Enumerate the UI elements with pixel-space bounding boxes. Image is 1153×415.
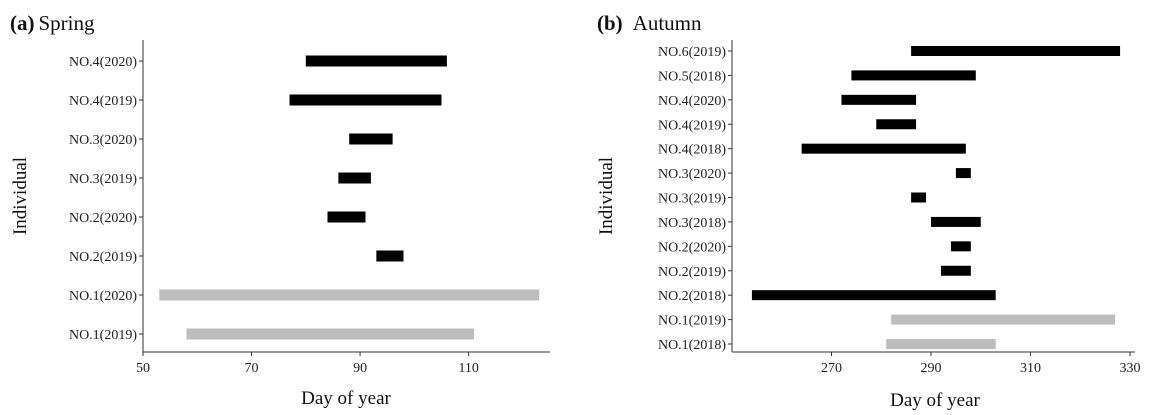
panel-a-y-tick-label: NO.2(2020): [69, 211, 137, 226]
panel-b-y-tick-label: NO.4(2019): [658, 118, 726, 133]
panel-a-range-bar: [186, 328, 475, 340]
panel-a-y-tick-label: NO.3(2019): [69, 172, 137, 187]
panel-b-range-bar: [801, 143, 966, 154]
panel-b-range-bar: [955, 168, 971, 179]
panel-a-y-tick-label: NO.1(2020): [69, 289, 137, 304]
panel-b-y-tick-label: NO.5(2018): [658, 69, 726, 84]
panel-a-y-tick-label: NO.4(2019): [69, 94, 137, 109]
panel-b-range-bar: [891, 314, 1116, 325]
panel-b-y-tick-label: NO.3(2018): [658, 216, 726, 231]
panel-b-y-tick-label: NO.4(2020): [658, 94, 726, 109]
panel-a-range-bar: [327, 211, 366, 223]
panel-a-range-bar: [159, 289, 540, 301]
panel-a-marks: NO.4(2020) NO.4(2019) NO.3(2020) NO.3(2019)…: [69, 55, 540, 376]
panel-a-x-tick-label: 50: [136, 361, 150, 376]
panel-a-range-bar: [289, 94, 442, 106]
panel-b-y-tick-label: NO.3(2020): [658, 167, 726, 182]
panel-b-range-bar: [886, 339, 996, 349]
panel-a-y-tick-label: NO.3(2020): [69, 133, 137, 148]
panel-b-range-bar: [851, 70, 976, 81]
panel-b-x-tick-label: 310: [1020, 361, 1041, 376]
panel-b-y-tick-label: NO.3(2019): [658, 192, 726, 207]
panel-a-label: (a): [10, 11, 35, 35]
panel-a-x-tick-label: 110: [458, 361, 478, 376]
panel-b-title: Autumn: [633, 11, 702, 35]
panel-a-y-tick-label: NO.4(2020): [69, 55, 137, 70]
panel-b-y-tick-label: NO.2(2018): [658, 289, 726, 304]
panel-a-range-bar: [349, 133, 393, 145]
panel-a-x-tick-label: 70: [245, 361, 259, 376]
panel-b-y-title: Individual: [596, 157, 617, 235]
panel-a-y-title: Individual: [10, 157, 31, 235]
panel-b-x-title: Day of year: [890, 390, 980, 411]
panel-a-range-bar: [305, 55, 447, 67]
panel-b-y-tick-label: NO.1(2018): [658, 338, 726, 353]
panel-b-title-text: (b) Autumn: [597, 11, 702, 35]
panel-b-x-tick-label: 290: [921, 361, 942, 376]
panel-a-y-tick-label: NO.2(2019): [69, 250, 137, 265]
panel-b-range-bar: [911, 192, 927, 203]
panel-a-title: Spring: [39, 11, 96, 35]
panel-autumn: (b) Autumn Individual Day of year NO.6(20…: [596, 11, 1141, 411]
panel-a-y-tick-label: NO.1(2019): [69, 328, 137, 343]
panel-b-range-bar: [876, 119, 917, 130]
panel-a-range-bar: [376, 250, 404, 262]
panel-b-y-tick-label: NO.2(2019): [658, 265, 726, 280]
panel-spring: (a) Spring Individual Day of year NO.4(20…: [10, 11, 550, 409]
panel-b-y-tick-label: NO.1(2019): [658, 314, 726, 329]
panel-b-y-tick-label: NO.2(2020): [658, 240, 726, 255]
panel-b-x-tick-label: 270: [821, 361, 842, 376]
panel-b-label: (b): [597, 11, 623, 35]
panel-b-x-tick-label: 330: [1120, 361, 1141, 376]
panel-a-range-bar: [338, 172, 371, 184]
panel-b-y-tick-label: NO.6(2019): [658, 45, 726, 60]
panel-a-title-text: (a) Spring: [10, 11, 95, 35]
panel-a-x-tick-label: 90: [353, 361, 367, 376]
panel-b-y-tick-label: NO.4(2018): [658, 143, 726, 158]
panel-b-range-bar: [940, 265, 971, 276]
panel-b-range-bar: [751, 290, 996, 301]
panel-b-range-bar: [931, 216, 981, 227]
panel-b-range-bar: [911, 46, 1121, 56]
panel-b-marks: NO.6(2019) NO.5(2018) NO.4(2020) NO.4(2019)…: [658, 45, 1141, 376]
panel-b-range-bar: [950, 241, 971, 252]
panel-b-range-bar: [841, 94, 917, 105]
panel-a-x-title: Day of year: [301, 388, 391, 409]
